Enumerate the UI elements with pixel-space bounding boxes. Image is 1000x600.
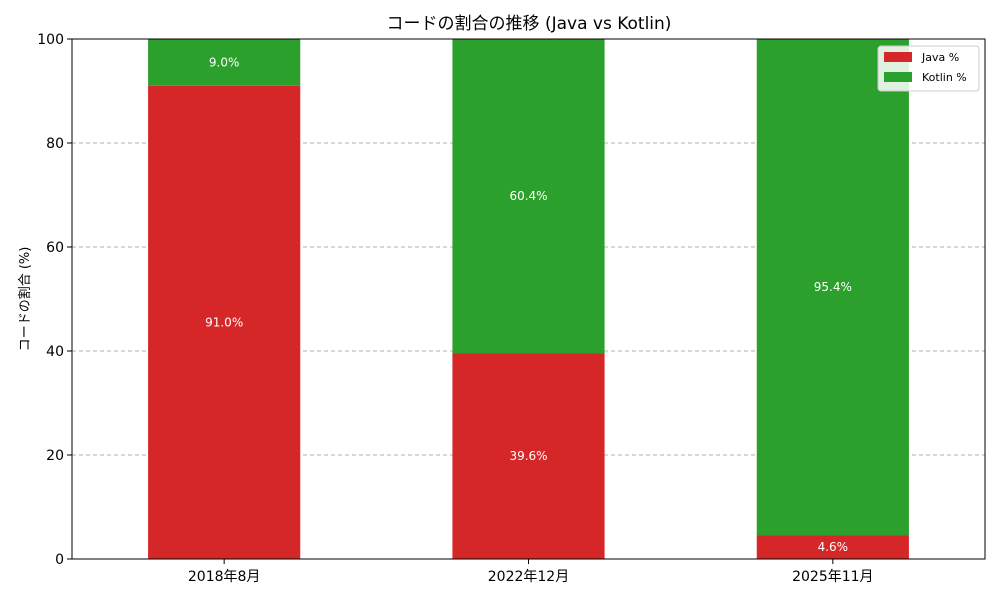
- bar-segment: [452, 39, 605, 354]
- data-label: 39.6%: [509, 449, 547, 463]
- data-label: 95.4%: [814, 280, 852, 294]
- axes: 0 20 40 60 80 100 2018年8月 2022年12月 2025年11月: [37, 32, 986, 585]
- y-tick-label: 60: [46, 240, 64, 256]
- data-label: 9.0%: [209, 55, 240, 69]
- x-tick-label: 2025年11月: [792, 569, 873, 585]
- data-label: 60.4%: [509, 189, 547, 203]
- data-label: 4.6%: [818, 540, 849, 554]
- bar-segment: [756, 535, 909, 559]
- y-axis-title: コードの割合 (%): [17, 247, 33, 352]
- data-label: 91.0%: [205, 315, 243, 329]
- chart-title: コードの割合の推移 (Java vs Kotlin): [387, 14, 672, 34]
- legend-swatch: [884, 52, 912, 62]
- y-tick-label: 100: [37, 32, 64, 48]
- legend-swatch: [884, 72, 912, 82]
- bars: [148, 39, 909, 560]
- bar-segment: [452, 353, 605, 559]
- y-tick-label: 40: [46, 344, 64, 360]
- y-tick-label: 80: [46, 136, 64, 152]
- bar-segment: [756, 39, 909, 536]
- y-tick-label: 0: [55, 552, 64, 568]
- y-tick-label: 20: [46, 448, 64, 464]
- x-tick-label: 2022年12月: [488, 569, 569, 585]
- data-labels: 91.0% 9.0% 39.6% 60.4% 4.6% 95.4%: [205, 55, 852, 554]
- plot-frame: [71, 38, 986, 560]
- legend-label: Kotlin %: [922, 71, 967, 84]
- bar-segment: [148, 85, 301, 560]
- legend-label: Java %: [921, 51, 959, 64]
- x-tick-label: 2018年8月: [188, 569, 261, 585]
- bar-segment: [148, 39, 301, 86]
- legend: Java % Kotlin %: [877, 45, 980, 92]
